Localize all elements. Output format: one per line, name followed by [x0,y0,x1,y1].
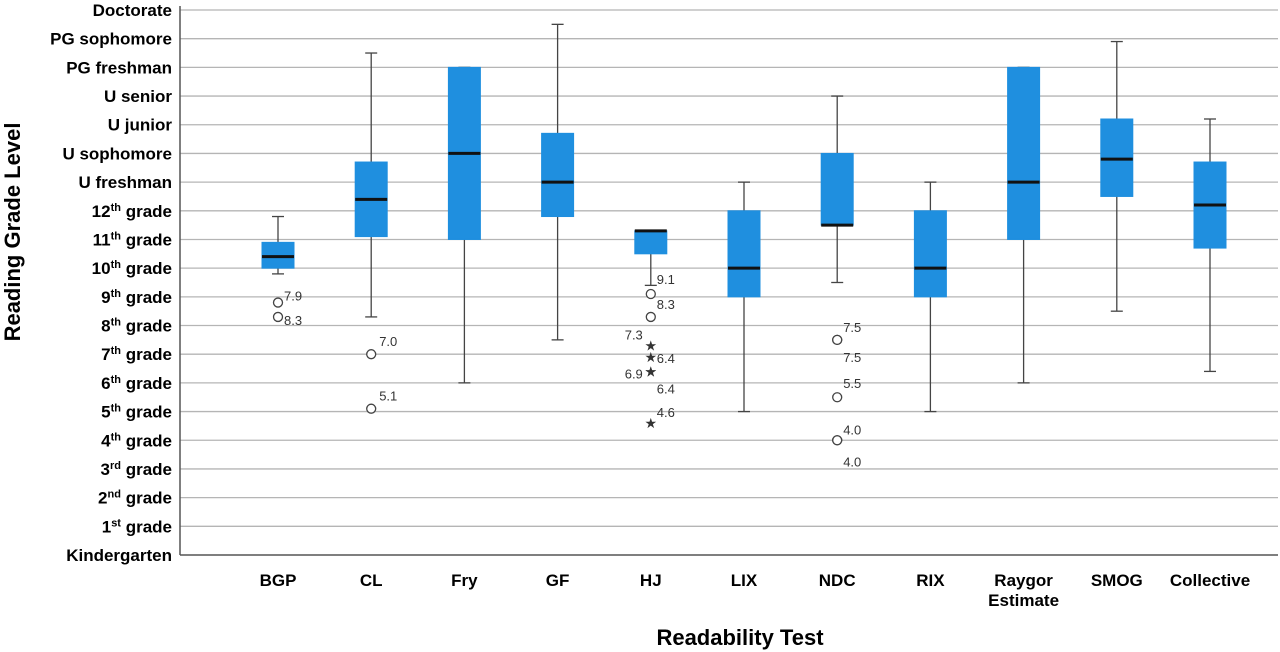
extreme-outlier-point: ★ [645,339,658,355]
box-smog [1100,40,1134,312]
iqr-box [541,132,575,218]
outlier-label: 5.1 [379,389,397,404]
x-tick-label: Raygor Estimate [988,571,1059,610]
outlier-point [645,288,656,300]
y-tick-labels: Kindergarten 1st grade 2nd grade 3rd grade 4… [50,1,172,565]
x-tick-label: Fry [451,571,478,590]
box-rix [913,181,947,413]
y-tick-label: 2nd grade [98,489,172,508]
y-tick-label: 3rd grade [101,460,173,479]
extreme-outlier-point: ★ [645,364,658,380]
x-tick-label: LIX [731,571,758,590]
y-tick-label: U sophomore [62,144,172,163]
box-bgp: 7.9 8.3 [261,215,302,328]
outlier-point [645,311,656,323]
y-tick-label: 5th grade [101,403,172,422]
box-gf [541,23,575,341]
boxes: 7.98.37.05.19.18.3★7.3★ 6.4★6.9 ★6.4★4.67.… [261,23,1227,469]
extreme-outlier-point: ★ [645,416,658,432]
y-tick-label: 10th grade [92,259,172,278]
y-tick-label: 1st grade [102,517,172,536]
box-lix [727,181,761,413]
iqr-box [634,230,668,255]
box-cl: 7.0 5.1 [354,52,397,414]
x-tick-label: Collective [1170,571,1250,590]
y-tick-label: 11th grade [93,230,172,249]
y-tick-label: 7th grade [101,345,172,364]
extreme-outlier-point: ★ [645,350,658,366]
y-tick-label: 9th grade [101,288,172,307]
outlier-point [272,297,284,308]
outlier-point [832,392,843,403]
outlier-label: 7.0 [379,334,397,349]
box-ndc: 7.5 7.5 5.5 4.0 4.0 [820,95,861,469]
x-tick-label: CL [360,571,383,590]
y-tick-label: U junior [108,116,173,135]
outlier-label: 7.3 [625,328,643,343]
x-tick-label: SMOG [1091,571,1143,590]
x-tick-label: RIX [916,571,945,590]
y-tick-label: U freshman [78,173,172,192]
y-tick-label: 6th grade [101,374,172,393]
outlier-label: 9.1 [657,272,675,287]
box-hj: 9.18.3★7.3★ 6.4★6.9 ★6.4★4.6 [625,229,675,432]
iqr-box [1007,66,1041,240]
y-axis-title: Reading Grade Level [0,123,25,342]
outlier-label: 5.5 [843,376,861,391]
x-axis-title: Readability Test [656,625,824,650]
outlier-point [272,311,284,323]
y-tick-label: Doctorate [93,1,172,20]
extreme-outlier-point: ★ [645,364,658,380]
outlier-label: 4.0 [843,454,861,469]
outlier-label: 4.6 [657,405,675,420]
x-tick-label: GF [546,571,570,590]
outlier-label: 8.3 [284,313,302,328]
x-tick-label: HJ [640,571,662,590]
outlier-point [366,403,377,414]
iqr-box [820,152,854,226]
outlier-point [366,349,377,360]
outlier-label: 7.9 [284,289,302,304]
box-fry [447,66,481,384]
y-tick-label: PG sophomore [50,30,172,49]
y-tick-label: 12th grade [92,202,172,221]
outlier-label: 6.4 [657,381,675,396]
y-tick-label: Kindergarten [66,546,172,565]
outlier-point [832,334,843,346]
outlier-label: 7.5 [843,350,861,365]
outlier-label: 7.5 [843,320,861,335]
outlier-label: 4.0 [843,422,861,437]
iqr-box [727,210,761,298]
x-tick-label: NDC [819,571,856,590]
y-tick-label: U senior [104,87,172,106]
y-tick-label: 8th grade [101,317,172,336]
y-tick-label: 4th grade [101,431,172,450]
outlier-point [832,435,843,446]
outlier-label: 6.4 [657,351,675,366]
x-tick-labels: BGP CL Fry GF HJ LIX NDC RIX Raygor Estimate SMOG C… [260,571,1251,610]
iqr-box [913,210,947,298]
axes [179,6,1278,556]
outlier-label: 6.9 [625,366,643,381]
outlier-label: 8.3 [657,297,675,312]
box-collective [1193,118,1227,373]
x-tick-label: BGP [260,571,297,590]
box-raygor [1007,66,1041,384]
y-tick-label: PG freshman [66,58,172,77]
